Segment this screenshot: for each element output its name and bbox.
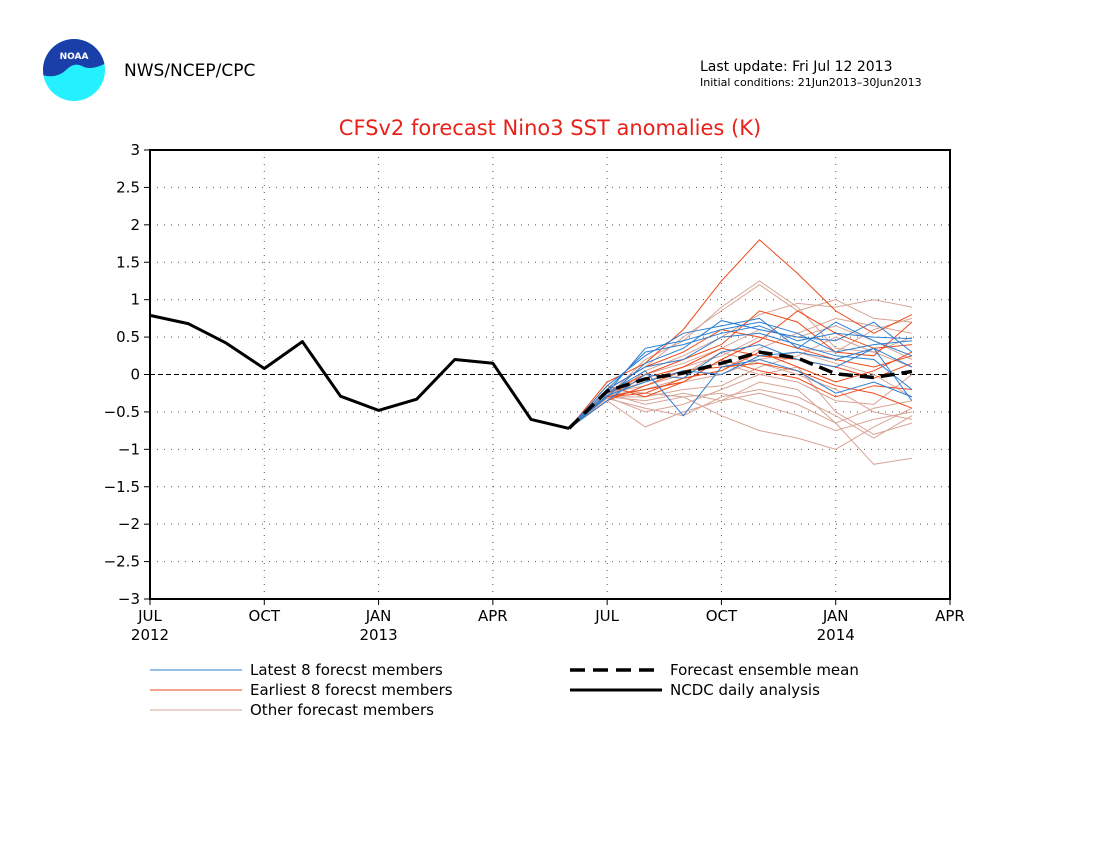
- earliest-member-line: [568, 351, 913, 429]
- legend-label-earliest: Earliest 8 forecst members: [250, 681, 453, 699]
- legend-label-analysis: NCDC daily analysis: [670, 681, 820, 699]
- y-tick-label: 2.5: [116, 178, 140, 196]
- ncdc-analysis-line: [149, 313, 570, 430]
- x-tick-label: APR: [478, 607, 508, 625]
- noaa-logo-bird: [43, 39, 105, 77]
- initial-conditions-text: Initial conditions: 21Jun2013–30Jun2013: [700, 76, 922, 89]
- ensemble-mean-line: [567, 350, 913, 430]
- x-tick-label: APR: [935, 607, 965, 625]
- x-tick-year: 2013: [359, 626, 397, 644]
- y-tick-label: −1.5: [104, 478, 140, 496]
- y-axis: 3 2.5 2 1.5 1 0.5 0 −0.5 −1 −1.5 −2 −2.5 −3: [104, 141, 150, 608]
- legend: Latest 8 forecst members Earliest 8 forec…: [150, 661, 859, 719]
- y-tick-label: 1: [130, 291, 140, 309]
- y-tick-label: 2: [130, 216, 140, 234]
- y-tick-label: 3: [130, 141, 140, 159]
- y-tick-label: −2.5: [104, 553, 140, 571]
- y-tick-label: −2: [118, 515, 140, 533]
- noaa-logo-text: NOAA: [60, 52, 89, 62]
- other-member-line: [568, 325, 913, 429]
- x-tick-label: OCT: [249, 607, 281, 625]
- x-tick-label: JAN: [822, 607, 849, 625]
- x-tick-year: 2014: [817, 626, 855, 644]
- other-member-line: [568, 336, 913, 429]
- other-member-line: [568, 381, 912, 465]
- y-tick-label: 0.5: [116, 328, 140, 346]
- x-tick-year: 2012: [131, 626, 169, 644]
- y-tick-label: −3: [118, 590, 140, 608]
- latest-member-line: [568, 317, 913, 429]
- latest-member-line: [568, 358, 913, 429]
- plot-frame: [149, 149, 951, 600]
- last-update-text: Last update: Fri Jul 12 2013: [700, 59, 892, 75]
- other-member-line: [568, 392, 912, 429]
- noaa-logo: NOAA: [43, 39, 105, 101]
- x-tick-label: JUL: [594, 607, 619, 625]
- y-tick-label: 0: [130, 366, 140, 384]
- y-tick-label: −1: [118, 440, 140, 458]
- chart-title: CFSv2 forecast Nino3 SST anomalies (K): [339, 116, 761, 140]
- legend-label-other: Other forecast members: [250, 701, 434, 719]
- y-tick-label: 1.5: [116, 253, 140, 271]
- agency-label: NWS/NCEP/CPC: [124, 61, 255, 81]
- latest-member-line: [568, 344, 913, 429]
- plot-series: [149, 239, 913, 465]
- earliest-member-line: [568, 239, 913, 429]
- legend-label-latest: Latest 8 forecst members: [250, 661, 443, 679]
- x-tick-label: JUL: [137, 607, 162, 625]
- legend-label-mean: Forecast ensemble mean: [670, 661, 859, 679]
- y-tick-label: −0.5: [104, 403, 140, 421]
- grid: [150, 150, 950, 599]
- other-member-line: [568, 388, 913, 439]
- other-member-line: [568, 366, 913, 435]
- x-tick-label: OCT: [706, 607, 738, 625]
- latest-member-line: [568, 347, 913, 429]
- x-tick-label: JAN: [365, 607, 392, 625]
